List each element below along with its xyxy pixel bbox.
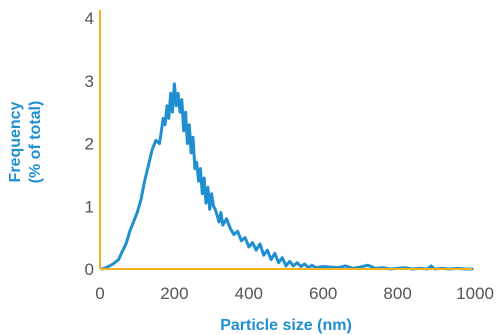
y-tick-label: 0 [85,260,94,279]
x-tick-label: 600 [309,284,337,303]
x-tick-label: 0 [95,284,104,303]
series-layer [100,82,474,271]
x-tick-label: 800 [383,284,411,303]
y-tick-label: 2 [85,135,94,154]
y-tick-label: 1 [85,197,94,216]
x-axis-title: Particle size (nm) [220,317,352,334]
series-line [100,82,474,271]
y-tick-labels: 0 1 2 3 4 [85,9,94,279]
y-axis-title-line-1: Frequency [7,101,24,182]
y-axis-title-line-2: (% of total) [27,101,44,184]
x-tick-label: 1000 [456,284,494,303]
y-tick-label: 3 [85,72,94,91]
x-tick-label: 400 [235,284,263,303]
x-tick-label: 200 [160,284,188,303]
x-tick-labels: 0 200 400 600 800 1000 [95,284,494,303]
y-axis-title: Frequency (% of total) [7,101,44,184]
y-tick-label: 4 [85,9,94,28]
